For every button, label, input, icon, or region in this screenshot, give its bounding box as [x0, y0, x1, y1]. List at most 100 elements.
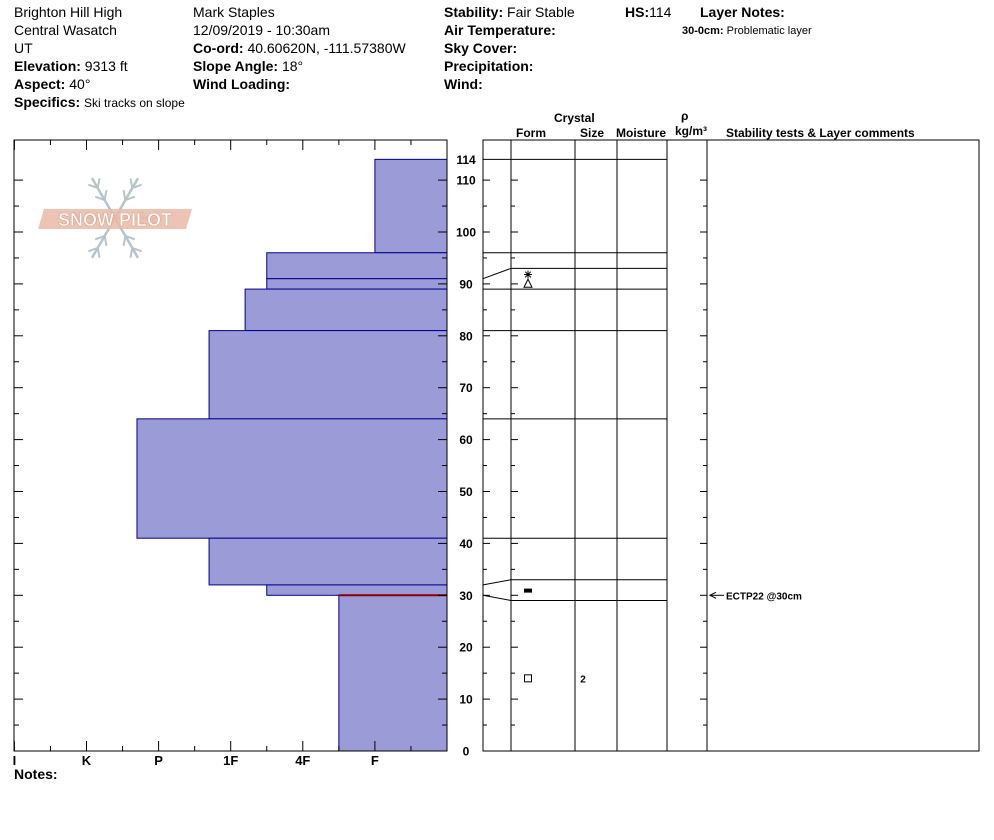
snowflake-branch [103, 190, 108, 201]
hardness-layer-bar [266, 252, 448, 280]
depth-tick-label: 40 [459, 537, 473, 551]
density-unit-header: kg/m³ [675, 124, 708, 138]
layer-table-frame [482, 139, 980, 752]
precip-particles-symbol [524, 271, 532, 278]
snowflake-branch [94, 234, 105, 241]
snowflake-branch [129, 247, 134, 258]
coord-field: Co-ord: 40.60620N, -111.57380W [193, 40, 406, 56]
hardness-layer-bar [338, 594, 448, 752]
snowpilot-logo: SNOW PILOT [38, 177, 192, 259]
hardness-layer-bar [136, 418, 448, 539]
layer-note: 30-0cm: Problematic layer [682, 23, 812, 39]
hardness-tick-label: P [154, 753, 163, 768]
crystal-header: Crystal [554, 111, 595, 125]
layer-note-text: Problematic layer [726, 25, 812, 37]
moisture-header: Moisture [616, 126, 667, 140]
sky-cover-label: Sky Cover: [444, 40, 518, 56]
hardness-layer-bar [374, 158, 448, 254]
wind-label: Wind: [444, 76, 483, 92]
hardness-tick-label: F [371, 753, 379, 768]
snowflake-branch [131, 183, 142, 190]
depth-tick-label: 90 [459, 277, 473, 291]
air-temp-label: Air Temperature: [444, 22, 556, 38]
range-name: Central Wasatch [14, 22, 117, 38]
form-header: Form [516, 126, 546, 140]
notes-label: Notes: [14, 766, 58, 782]
logo-banner [38, 209, 192, 229]
slope-label: Slope Angle: [193, 58, 279, 74]
snowflake-branch [94, 195, 105, 202]
observation-datetime: 12/09/2019 - 10:30am [193, 22, 330, 38]
stability-test-arrowhead [708, 591, 717, 599]
snowflake-branch [129, 178, 134, 189]
specifics-label: Specifics: [14, 94, 81, 110]
depth-tick-label: 50 [459, 485, 473, 499]
location-name: Brighton Hill High [14, 4, 123, 20]
decomposing-symbol [523, 278, 533, 288]
hs-value: 114 [649, 4, 672, 20]
stability-field: Stability: Fair Stable [444, 4, 575, 20]
coord-value: 40.60620N, -111.57380W [247, 40, 406, 56]
layer-note-range: 30-0cm: [682, 25, 724, 37]
stability-value: Fair Stable [507, 4, 575, 20]
snowflake-branch [131, 246, 142, 253]
snowflake-branch [96, 247, 101, 258]
snowflake-branch [122, 235, 127, 246]
faceted-symbol [524, 674, 532, 683]
crystal-size-label: 2 [580, 674, 586, 685]
layer-connector [482, 594, 512, 601]
crystal-form-symbols [523, 270, 533, 683]
hardness-layer-bar [266, 584, 448, 596]
hs-label: HS: [625, 4, 650, 20]
elevation-field: Elevation: 9313 ft [14, 58, 128, 74]
aspect-label: Aspect: [14, 76, 66, 92]
wind-loading-label: Wind Loading: [193, 76, 291, 92]
specifics-field: Specifics: Ski tracks on slope [14, 94, 185, 111]
hs-field: HS:114 [625, 4, 671, 20]
snowflake-branch [125, 234, 136, 241]
depth-tick-label: 60 [459, 433, 473, 447]
hardness-tick-label: K [82, 753, 92, 768]
aspect-value: 40° [69, 76, 91, 92]
snowflake-branch [96, 178, 101, 189]
snowflake-branch [103, 235, 108, 246]
logo-text: SNOW PILOT [58, 210, 172, 230]
rho-header: ρ [681, 109, 689, 123]
coord-label: Co-ord: [193, 40, 244, 56]
layer-notes-label: Layer Notes: [700, 4, 785, 20]
hardness-tick-label: I [13, 753, 17, 768]
snowflake-branch [125, 195, 136, 202]
depth-tick-label: 20 [459, 641, 473, 655]
layer-connector [482, 267, 512, 280]
depth-tick-label: 70 [459, 381, 473, 395]
hardness-layer-bar [244, 288, 448, 332]
hardness-layer-bar [208, 330, 448, 420]
elevation-value: 9313 ft [84, 58, 128, 74]
snowflake-branch [122, 190, 127, 201]
snowflake-branch [88, 183, 99, 190]
depth-tick-label: 0 [463, 745, 470, 759]
hardness-tick-label: 4F [295, 753, 310, 768]
slope-field: Slope Angle: 18° [193, 58, 303, 74]
elevation-label: Elevation: [14, 58, 81, 74]
depth-tick-label: 80 [459, 329, 473, 343]
hardness-layer-bar [208, 537, 448, 586]
size-header: Size [580, 126, 605, 140]
layer-connector [482, 579, 512, 586]
surface-hoar-symbol [524, 588, 532, 593]
depth-tick-label: 100 [456, 226, 476, 240]
hardness-tick-label: 1F [223, 753, 238, 768]
depth-tick-label: 114 [456, 153, 476, 167]
snowflake-branch [88, 246, 99, 253]
slope-value: 18° [281, 58, 304, 74]
state-name: UT [14, 40, 33, 56]
stability-test-label: ECTP22 @30cm [726, 591, 802, 602]
depth-tick-label: 10 [459, 693, 473, 707]
observer-name: Mark Staples [193, 4, 275, 20]
specifics-value: Ski tracks on slope [84, 96, 185, 110]
hardness-layer-bar [266, 278, 448, 290]
aspect-field: Aspect: 40° [14, 76, 90, 92]
stability-tests-header: Stability tests & Layer comments [726, 126, 915, 140]
precip-label: Precipitation: [444, 58, 534, 74]
